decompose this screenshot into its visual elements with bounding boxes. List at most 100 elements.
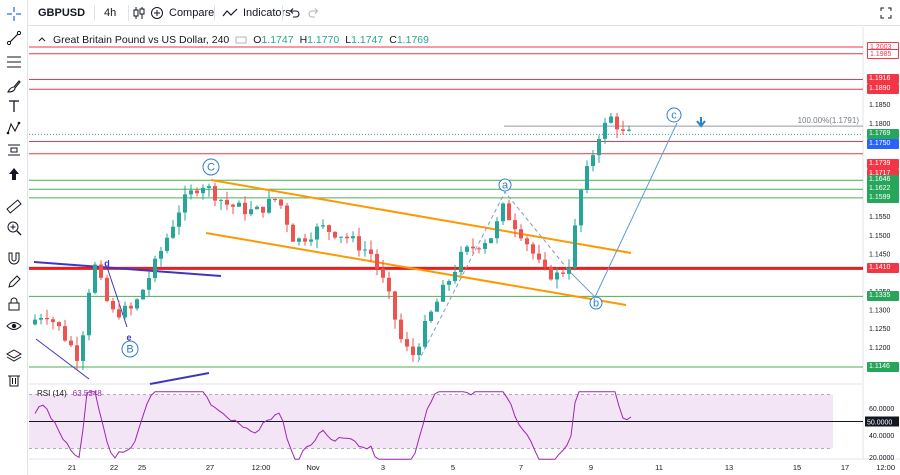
candle-body	[549, 266, 553, 280]
wave-label-text: d	[104, 259, 110, 269]
symbol-label: GBPUSD	[38, 7, 86, 19]
candle-body	[147, 278, 151, 290]
candle-body	[441, 284, 445, 302]
candle-body	[585, 166, 589, 191]
lock-drawings-tool[interactable]	[4, 272, 24, 292]
time-tick-label: 3	[381, 463, 385, 472]
candle-body	[423, 321, 427, 347]
wave-label-text: a	[502, 180, 509, 192]
candle-body	[189, 190, 193, 195]
price-label-badge: 1.1146	[867, 362, 899, 372]
wave-label-circle	[589, 296, 603, 310]
candle-body	[345, 236, 349, 239]
rsi-tick-label: 60.0000	[869, 406, 894, 413]
wave-label-C: C	[202, 158, 220, 176]
candle-body	[363, 249, 367, 251]
ruler-tool[interactable]	[4, 196, 24, 216]
time-tick-label: 11	[655, 463, 663, 472]
price-tick-label: 1.1300	[869, 307, 891, 314]
purple-wave-line	[35, 338, 90, 380]
candle-body	[615, 116, 619, 130]
candle-body	[93, 264, 97, 293]
brush-icon	[7, 80, 21, 93]
time-tick-label: 15	[793, 463, 801, 472]
time-tick-label: 5	[451, 463, 455, 472]
candle-body	[117, 309, 121, 318]
price-label-badge: 1.1410	[867, 263, 899, 274]
pattern-tool[interactable]	[4, 118, 24, 138]
candle-body	[63, 326, 67, 341]
visibility-tool[interactable]	[4, 316, 24, 336]
symbol-search[interactable]: GBPUSD	[38, 0, 85, 26]
undo-button[interactable]	[288, 0, 300, 26]
toolbar-divider	[282, 5, 283, 21]
channel-upper-line	[210, 179, 632, 254]
candle-body	[153, 258, 157, 279]
pencil-lock-icon	[8, 275, 21, 288]
delete-tool[interactable]	[4, 370, 24, 390]
brush-tool[interactable]	[4, 76, 24, 96]
candle-body	[207, 186, 211, 188]
wave-label-text: b	[593, 298, 599, 310]
time-tick-label: Nov	[306, 463, 320, 472]
rsi-tick-label: 40.0000	[869, 433, 894, 440]
time-tick-label: 7	[519, 463, 523, 472]
trend-line-tool[interactable]	[4, 28, 24, 48]
zoom-tool[interactable]	[4, 218, 24, 238]
candle-body	[447, 281, 451, 285]
candle-body	[285, 205, 289, 225]
bar-style-button[interactable]	[132, 0, 146, 26]
wave-label-text: c	[671, 110, 677, 122]
chart-legend: Great Britain Pound vs US Dollar, 240 O1…	[37, 34, 429, 46]
candle-body	[57, 322, 61, 327]
price-label-badge: 1.1916	[867, 74, 899, 85]
price-label-badge: 1.1622	[867, 184, 899, 195]
settings-icon[interactable]	[235, 35, 247, 45]
price-chart[interactable]: 100.00%(1.1791) C Ba b c d e 1.1850 1.1800 1.15…	[29, 27, 900, 475]
fib-tool[interactable]	[4, 52, 24, 72]
candle-body	[609, 116, 613, 123]
time-tick-label: 27	[206, 463, 214, 472]
indicators-icon	[222, 8, 238, 17]
channel-lower-line	[205, 232, 627, 306]
legend-high: H1.1770	[299, 34, 340, 46]
pattern-icon	[6, 121, 21, 135]
candle-body	[375, 254, 379, 269]
candle-body	[531, 244, 535, 254]
candle-body	[321, 225, 325, 227]
rsi-value: 63.5348	[72, 389, 102, 398]
cursor-arrow-tool[interactable]	[4, 164, 24, 184]
magnet-tool[interactable]	[4, 248, 24, 268]
collapse-icon[interactable]	[37, 35, 47, 45]
wave-label-c: c	[666, 107, 682, 123]
eye-icon	[6, 322, 22, 330]
crosshair-tool[interactable]	[4, 4, 24, 24]
candle-body	[141, 289, 145, 300]
indicators-button[interactable]: Indicators	[222, 0, 291, 26]
time-tick-label: 13	[725, 463, 733, 472]
time-tick-label: 21	[68, 463, 76, 472]
text-tool[interactable]	[4, 96, 24, 116]
lock-tool[interactable]	[4, 294, 24, 314]
candle-body	[195, 190, 199, 194]
candle-body	[183, 194, 187, 213]
candle-body	[333, 231, 337, 238]
compare-button[interactable]: Compare	[150, 0, 214, 26]
wave-label-d: d	[104, 259, 110, 269]
time-tick-label: 17	[841, 463, 849, 472]
interval-label: 4h	[104, 7, 117, 19]
fullscreen-button[interactable]	[880, 0, 892, 26]
candle-body	[303, 238, 307, 242]
undo-icon	[289, 8, 300, 18]
candle-body	[81, 335, 85, 361]
interval-button[interactable]: 4h	[104, 0, 116, 26]
forecast-tool[interactable]	[4, 140, 24, 160]
candle-body	[621, 129, 625, 131]
candle-body	[405, 339, 409, 347]
zoom-in-icon	[7, 221, 22, 236]
candles-icon	[133, 7, 145, 19]
redo-button[interactable]	[308, 0, 320, 26]
layers-tool[interactable]	[4, 346, 24, 366]
candle-body	[381, 268, 385, 278]
